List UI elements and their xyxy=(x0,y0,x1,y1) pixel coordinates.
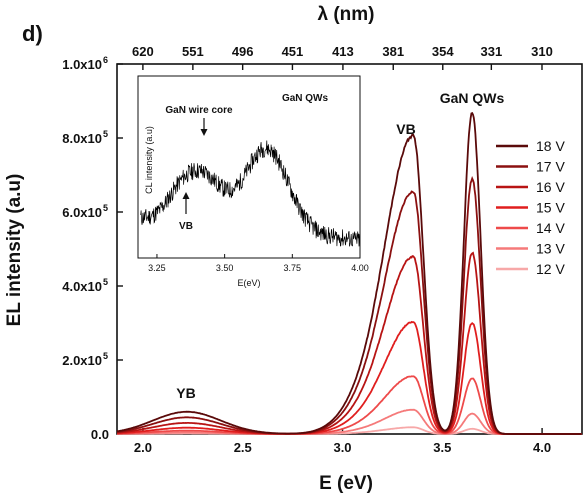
inset-x-axis-title: E(eV) xyxy=(237,278,260,288)
legend-label: 13 V xyxy=(536,241,565,257)
inset-x-tick-label: 3.25 xyxy=(148,263,166,273)
inset-x-tick-label: 3.75 xyxy=(284,263,302,273)
inset-core-label: GaN wire core xyxy=(165,105,233,116)
y-tick-label: 8.0x10 xyxy=(62,131,102,146)
y-tick-label: 4.0x10 xyxy=(62,279,102,294)
series-group xyxy=(116,111,582,435)
top-tick-label: 381 xyxy=(382,44,404,59)
top-tick-label: 620 xyxy=(132,44,154,59)
x-tick-label: 2.0 xyxy=(134,440,152,455)
y-tick-exponent: 6 xyxy=(103,55,108,65)
inset-plot: 3.25 3.50 3.75 4.00 xyxy=(140,140,369,273)
y-axis-title: EL intensity (a.u) xyxy=(4,174,25,327)
yb-annotation: YB xyxy=(176,385,195,401)
y-tick-label: 6.0x10 xyxy=(62,205,102,220)
y-tick-label: 0.0 xyxy=(91,427,109,442)
top-tick-label: 310 xyxy=(531,44,553,59)
top-tick-label: 354 xyxy=(432,44,454,59)
x-tick-label: 3.0 xyxy=(333,440,351,455)
top-tick-label: 451 xyxy=(282,44,304,59)
inset-x-tick-label: 3.50 xyxy=(216,263,234,273)
y-tick-exponent: 5 xyxy=(103,277,108,287)
y-tick-exponent: 5 xyxy=(103,203,108,213)
x-tick-label: 3.5 xyxy=(433,440,451,455)
inset: 3.25 3.50 3.75 4.00 E(eV) CL intensity (a.u… xyxy=(137,75,369,288)
qw-annotation: GaN QWs xyxy=(440,90,505,106)
axis-ticks: 2.0 2.5 3.0 3.5 4.00.02.0x10 54.0x10 56.0x10 58… xyxy=(62,44,553,455)
legend-label: 14 V xyxy=(536,220,565,236)
inset-y-axis-title: CL intensity (a.u) xyxy=(144,126,154,194)
legend-label: 17 V xyxy=(536,159,565,175)
series-line xyxy=(116,251,582,435)
inset-vb-arrowhead xyxy=(182,192,190,199)
top-tick-label: 331 xyxy=(480,44,502,59)
legend-label: 15 V xyxy=(536,200,565,216)
y-tick-exponent: 5 xyxy=(103,129,108,139)
inset-vb-label: VB xyxy=(179,221,193,232)
inset-core-arrowhead xyxy=(200,129,208,136)
y-tick-label: 1.0x10 xyxy=(62,57,102,72)
y-tick-label: 2.0x10 xyxy=(62,353,102,368)
x-tick-label: 4.0 xyxy=(533,440,551,455)
legend-label: 12 V xyxy=(536,261,565,277)
legend-label: 16 V xyxy=(536,179,565,195)
top-tick-label: 413 xyxy=(332,44,354,59)
y-tick-exponent: 5 xyxy=(103,351,108,361)
inset-x-tick-label: 4.00 xyxy=(351,263,369,273)
vb-annotation: VB xyxy=(396,121,415,137)
legend: 18 V 17 V 16 V 15 V 14 V 13 V 12 V xyxy=(496,138,565,277)
panel-label: d) xyxy=(22,21,43,46)
inset-qw-label: GaN QWs xyxy=(282,93,329,104)
x-axis-title: E (eV) xyxy=(319,473,373,494)
legend-label: 18 V xyxy=(536,138,565,154)
top-axis-title: λ (nm) xyxy=(318,4,375,25)
series-line xyxy=(116,111,582,435)
top-tick-label: 551 xyxy=(182,44,204,59)
inset-series-line xyxy=(140,140,360,247)
top-tick-label: 496 xyxy=(232,44,254,59)
x-tick-label: 2.5 xyxy=(234,440,252,455)
